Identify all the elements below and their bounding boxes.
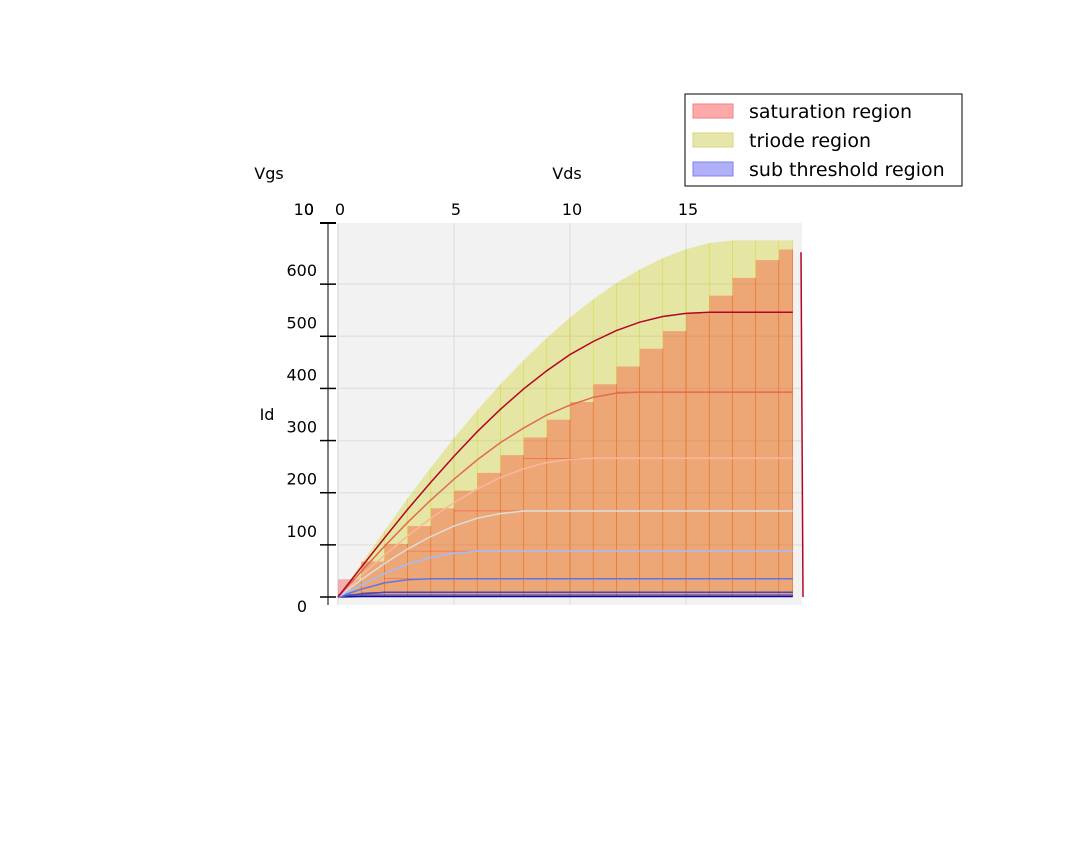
x-tick-label: 5 (451, 200, 461, 219)
series-line-8 (337, 311, 793, 598)
x-tick-label: 0 (335, 200, 345, 219)
x-axis-title: Vds (552, 164, 581, 183)
series-line-3 (337, 578, 793, 598)
z-stacked-tick-label: 10 (294, 200, 314, 219)
z-stacked-tick-label: 0 (304, 200, 314, 219)
legend-label: sub threshold region (749, 159, 945, 181)
legend-swatch (692, 161, 734, 177)
z-stacked-tick-label: 0 (304, 200, 314, 219)
z-tick-label: 600 (286, 261, 317, 280)
surface-edge-line (800, 252, 804, 598)
series-line-6 (337, 457, 793, 598)
series-line-7 (337, 391, 793, 598)
z-tick-label: 300 (286, 418, 317, 437)
series-line-5 (337, 510, 793, 598)
z-tick-label: 400 (286, 365, 317, 384)
legend-label: triode region (749, 130, 871, 152)
saturation-region-surface (338, 249, 793, 597)
series-line-4 (337, 550, 793, 598)
z-tick-label: 100 (286, 522, 317, 541)
region-surfaces (337, 240, 794, 598)
z-tick-label: 500 (286, 313, 317, 332)
sub-threshold-region-surface (338, 593, 793, 597)
z-tick-label: 200 (286, 470, 317, 489)
legend-label: saturation region (749, 101, 912, 123)
series-line-2 (337, 591, 793, 598)
series-lines (337, 252, 804, 598)
legend: saturation region triode region sub thresh… (684, 93, 963, 187)
legend-swatch (692, 132, 734, 148)
triode-region-surface (338, 240, 793, 598)
series-line-1 (337, 595, 793, 598)
z-axis-origin-label: 0 (297, 597, 307, 616)
x-tick-label: 15 (678, 200, 698, 219)
y-axis-title: Vgs (254, 164, 283, 183)
z-axis-title: Id (260, 405, 275, 424)
legend-swatch (692, 103, 734, 119)
x-tick-label: 10 (562, 200, 582, 219)
